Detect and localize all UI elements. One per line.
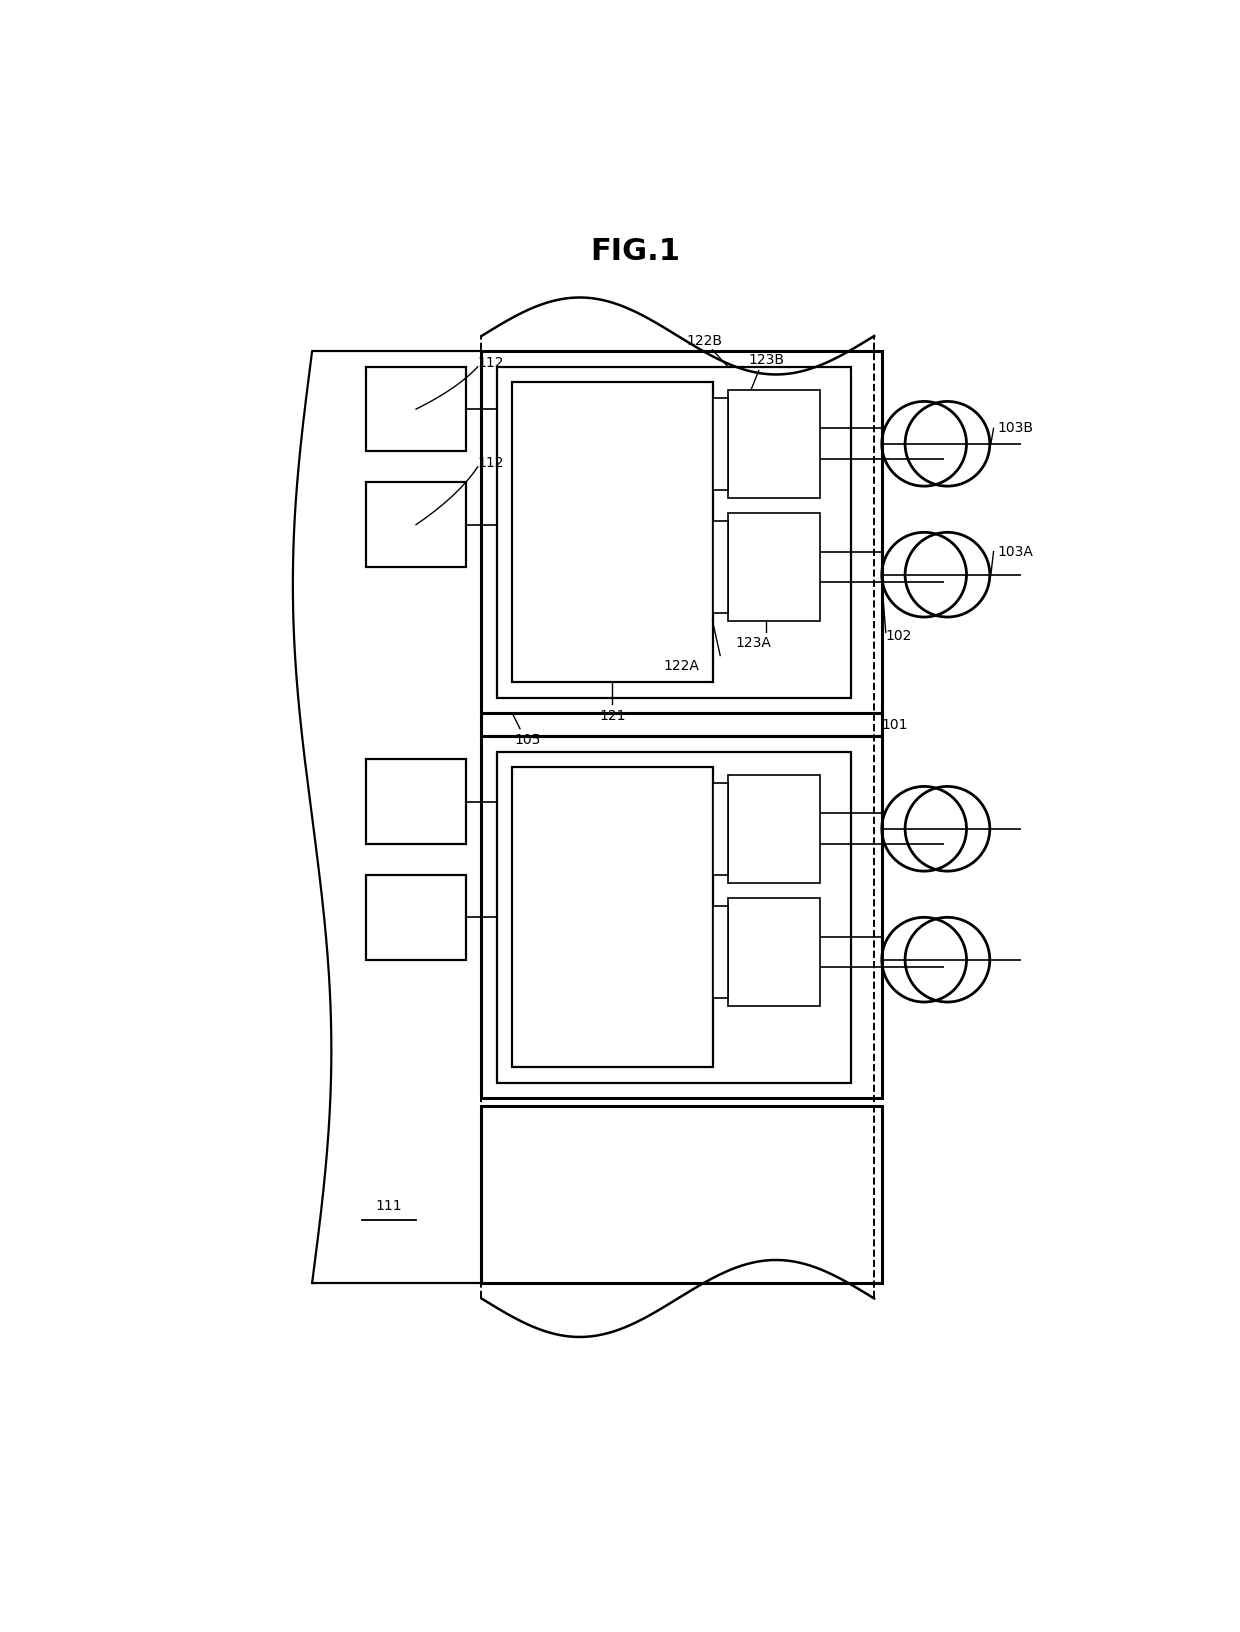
Bar (713, 783, 728, 875)
Bar (713, 398, 728, 490)
Bar (713, 906, 728, 999)
Text: 102: 102 (885, 630, 913, 643)
Bar (728, 898, 821, 1005)
Text: 121: 121 (599, 710, 626, 723)
Text: 112: 112 (477, 455, 505, 470)
Bar (481, 1106, 882, 1283)
Bar (366, 875, 466, 960)
Text: 101: 101 (882, 718, 909, 731)
Text: 105: 105 (515, 733, 541, 746)
Bar (728, 512, 821, 620)
Bar (481, 351, 882, 713)
Text: 122A: 122A (663, 659, 699, 674)
Bar (366, 367, 466, 452)
Text: 103B: 103B (997, 421, 1033, 436)
Text: 123B: 123B (749, 353, 785, 367)
Text: 103A: 103A (997, 545, 1033, 558)
Text: 112: 112 (477, 356, 505, 370)
Text: 122B: 122B (687, 333, 723, 348)
Text: 111: 111 (376, 1200, 403, 1213)
Bar (497, 752, 851, 1084)
Text: FIG.1: FIG.1 (590, 237, 681, 266)
Bar (713, 521, 728, 614)
Bar (481, 736, 882, 1098)
Text: 123A: 123A (735, 636, 771, 650)
Bar (728, 775, 821, 883)
Bar (366, 759, 466, 844)
Bar (512, 767, 713, 1067)
Bar (512, 382, 713, 682)
Bar (497, 367, 851, 698)
Bar (481, 713, 882, 736)
Bar (728, 390, 821, 498)
Bar (366, 483, 466, 566)
